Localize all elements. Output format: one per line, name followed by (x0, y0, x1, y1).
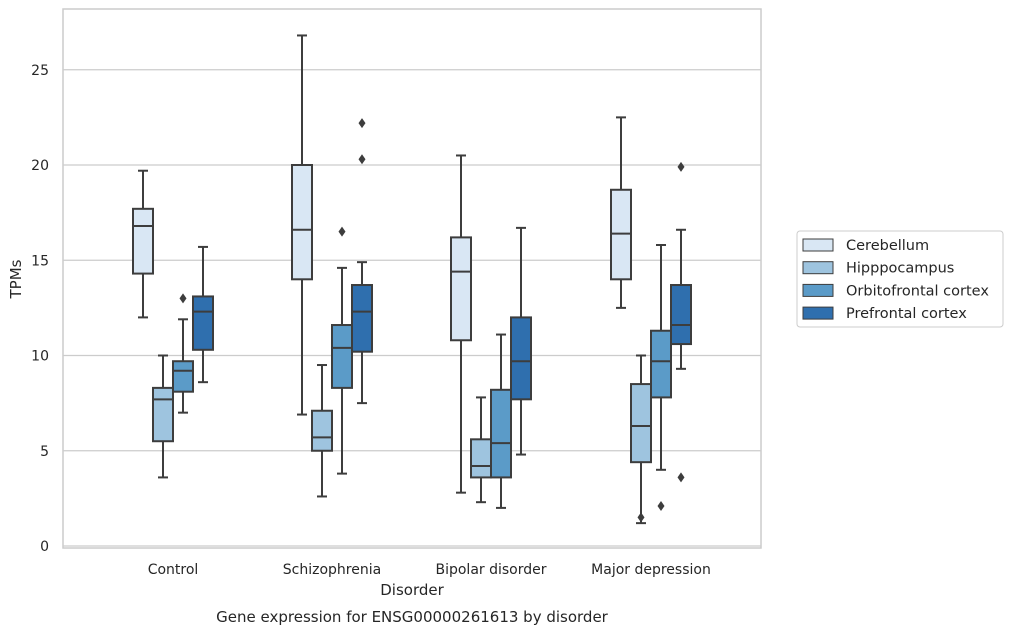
x-tick-label: Schizophrenia (283, 562, 381, 578)
legend: Cerebellum Hipppocampus Orbitofrontal cort… (796, 230, 1004, 328)
y-tick-label: 0 (40, 539, 49, 555)
box-hipppocampus-control (152, 354, 174, 479)
y-tick-label: 25 (31, 63, 49, 79)
legend-label: Orbitofrontal cortex (846, 283, 989, 299)
y-tick-label: 10 (31, 349, 49, 365)
legend-swatch (802, 306, 834, 320)
gridlines (63, 69, 761, 547)
y-tick-label: 15 (31, 253, 49, 269)
outlier-point (179, 293, 187, 304)
box-orbitofrontal-cortex-schizophrenia (331, 226, 353, 475)
box-prefrontal-cortex-bipolar-disorder (510, 226, 532, 456)
boxes (132, 34, 692, 525)
box-prefrontal-cortex-schizophrenia (351, 118, 373, 405)
box-orbitofrontal-cortex-bipolar-disorder (490, 333, 512, 509)
x-tick-label: Major depression (591, 562, 711, 578)
legend-swatch (802, 238, 834, 252)
legend-swatch (802, 261, 834, 275)
box-iqr (450, 236, 472, 342)
box-iqr (132, 207, 154, 275)
legend-label: Cerebellum (846, 238, 929, 254)
box-iqr (311, 409, 333, 452)
box-iqr (172, 360, 194, 393)
box-iqr (510, 316, 532, 401)
box-hipppocampus-bipolar-disorder (470, 396, 492, 504)
box-iqr (152, 386, 174, 443)
legend-label: Hipppocampus (846, 261, 954, 277)
box-iqr (490, 388, 512, 479)
y-axis-label: TPMs (7, 259, 25, 299)
y-tick-label: 20 (31, 158, 49, 174)
box-iqr (470, 438, 492, 479)
box-cerebellum-control (132, 169, 154, 319)
box-hipppocampus-major-depression (630, 354, 652, 525)
outlier-point (637, 512, 645, 523)
legend-label: Prefrontal cortex (846, 306, 967, 322)
box-cerebellum-major-depression (610, 116, 632, 309)
outlier-point (677, 161, 685, 172)
box-cerebellum-schizophrenia (291, 34, 313, 416)
box-cerebellum-bipolar-disorder (450, 154, 472, 494)
x-axis-label: Disorder (380, 581, 444, 599)
box-hipppocampus-schizophrenia (311, 364, 333, 498)
box-iqr (331, 324, 353, 389)
box-iqr (630, 383, 652, 464)
outlier-point (358, 118, 366, 129)
box-orbitofrontal-cortex-control (172, 293, 194, 414)
legend-swatch (802, 283, 834, 297)
box-iqr (670, 284, 692, 346)
y-tick-label: 5 (40, 444, 49, 460)
box-iqr (291, 164, 313, 281)
outlier-point (677, 472, 685, 483)
legend-frame (796, 230, 1004, 328)
x-tick-labels: Control Schizophrenia Bipolar disorder Majo… (148, 562, 711, 578)
box-iqr (351, 284, 373, 353)
x-tick-label: Bipolar disorder (435, 562, 546, 578)
box-prefrontal-cortex-major-depression (670, 161, 692, 483)
outlier-point (358, 154, 366, 165)
outlier-point (657, 500, 665, 511)
box-iqr (192, 295, 214, 351)
outlier-point (338, 226, 346, 237)
box-orbitofrontal-cortex-major-depression (650, 244, 672, 511)
box-prefrontal-cortex-control (192, 245, 214, 384)
x-tick-label: Control (148, 562, 199, 578)
y-tick-labels: 0 5 10 15 20 25 (31, 63, 49, 555)
plot-area-frame (62, 8, 762, 549)
box-iqr (650, 329, 672, 399)
chart-caption: Gene expression for ENSG00000261613 by d… (216, 608, 609, 626)
